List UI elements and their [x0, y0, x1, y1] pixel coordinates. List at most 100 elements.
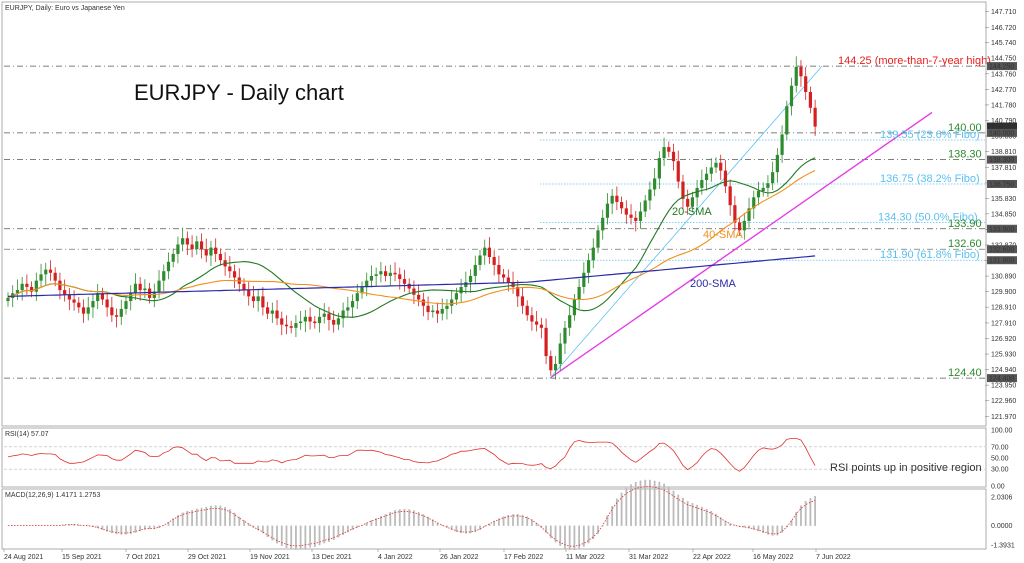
macd-hist-bar — [715, 513, 717, 526]
level-label: 140.00 — [948, 122, 982, 134]
price-box — [987, 245, 1017, 254]
candle-body — [232, 271, 237, 278]
candle-body — [148, 288, 152, 298]
candle-body — [733, 205, 737, 223]
x-tick-label: 7 Jun 2022 — [816, 554, 851, 561]
macd-hist-bar — [337, 525, 340, 538]
candle-body — [563, 327, 567, 344]
candle-body — [91, 301, 95, 308]
macd-hist-bar — [129, 525, 132, 535]
macd-hist-bar — [776, 525, 779, 536]
macd-hist-bar — [677, 494, 680, 526]
candle-body — [643, 200, 647, 212]
macd-hist-bar — [625, 487, 628, 526]
date-axis: 24 Aug 2021 15 Sep 2021 7 Oct 2021 29 Oct 2… — [3, 549, 851, 561]
fibo-baseline — [549, 65, 823, 379]
candle-body — [294, 323, 298, 328]
candle-body — [553, 363, 558, 371]
candle-body — [544, 327, 548, 357]
macd-hist-bar — [271, 525, 274, 541]
y-tick-label: 139.800 — [991, 134, 1016, 141]
macd-hist-bar — [346, 525, 349, 533]
candle-body — [138, 283, 142, 291]
candle-body — [525, 305, 529, 316]
macd-hist-bar — [729, 523, 732, 526]
price-axis: 147.710 146.720 145.740 144.750 143.760 142.7… — [985, 9, 1017, 421]
candle-body — [124, 301, 128, 309]
macd-hist-bar — [554, 525, 557, 543]
macd-hist-bar — [724, 520, 727, 526]
level-label: 144.25 (more-than-7-year high) — [838, 55, 991, 67]
candle-body — [520, 296, 525, 306]
macd-hist-bar — [663, 483, 665, 526]
level-label: 138.30 — [948, 149, 982, 161]
macd-hist-bar — [455, 525, 458, 532]
macd-hist-bar — [800, 505, 802, 526]
macd-hist-bar — [323, 525, 326, 544]
macd-bars: 2.0306 0.0000 -1.3931 — [7, 479, 1015, 551]
macd-hist-bar — [96, 525, 99, 529]
candle-body — [756, 191, 761, 198]
macd-hist-bar — [733, 525, 736, 526]
candle-body — [742, 220, 746, 231]
candle-body — [586, 260, 591, 273]
candle-body — [317, 316, 322, 324]
y-tick-label: 125.930 — [991, 352, 1016, 359]
y-tick-label: 122.960 — [991, 398, 1016, 405]
macd-hist-bar — [158, 525, 160, 528]
candle-body — [289, 326, 293, 328]
candle-body — [176, 244, 180, 254]
candle-body — [431, 310, 435, 313]
candle-body — [417, 294, 421, 300]
macd-hist-bar — [597, 525, 599, 534]
macd-hist-bar — [606, 515, 609, 526]
price-box-label: 133.900 — [989, 226, 1014, 233]
candle-body — [284, 324, 289, 327]
candle-body — [700, 180, 704, 188]
candle-body — [166, 261, 171, 272]
candle-body — [77, 302, 81, 308]
candle-body — [558, 343, 562, 364]
candle-body — [81, 307, 86, 314]
macd-hist-bar — [578, 525, 581, 550]
macd-hist-bar — [342, 525, 345, 535]
level-labels: 144.25 (more-than-7-year high) 140.00139.… — [838, 55, 991, 379]
macd-hist-bar — [394, 510, 396, 526]
macd-hist-bar — [767, 525, 769, 535]
macd-hist-bar — [365, 522, 368, 526]
candle-body — [384, 271, 388, 276]
level-label: 131.90 (61.8% Fibo) — [880, 249, 980, 261]
macd-hist-bar — [762, 525, 765, 533]
y-tick-label: 135.830 — [991, 196, 1016, 203]
candle-body — [355, 293, 359, 302]
candle-body — [275, 310, 279, 319]
candle-body — [549, 356, 553, 371]
candle-body — [435, 310, 440, 314]
candle-body — [667, 147, 671, 152]
y-tick-label: 129.900 — [991, 289, 1016, 296]
candle-body — [516, 286, 520, 297]
macd-hist-bar — [497, 518, 500, 526]
candle-body — [133, 283, 138, 294]
macd-hist-bar — [257, 525, 260, 531]
macd-hist-bar — [483, 525, 486, 527]
candle-body — [799, 66, 803, 77]
x-tick-label: 15 Sep 2021 — [62, 554, 102, 561]
level-label: 139.55 (23.6% Fibo) — [880, 129, 980, 141]
macd-hist-bar — [464, 525, 467, 534]
candle-body — [25, 283, 29, 287]
candle-body — [280, 318, 284, 325]
candle-body — [190, 244, 194, 250]
candle-body — [15, 290, 20, 294]
macd-hist-bar — [205, 506, 208, 526]
macd-hist-bar — [422, 514, 425, 526]
macd-hist-bar — [417, 511, 420, 526]
candle-body — [388, 272, 392, 276]
candle-body — [596, 230, 600, 248]
candle-body — [785, 106, 789, 135]
macd-hist-bar — [781, 525, 783, 533]
price-box — [987, 128, 1017, 137]
macd-hist-bar — [488, 523, 491, 526]
macd-hist-bar — [700, 506, 703, 526]
candle-body — [119, 308, 123, 317]
